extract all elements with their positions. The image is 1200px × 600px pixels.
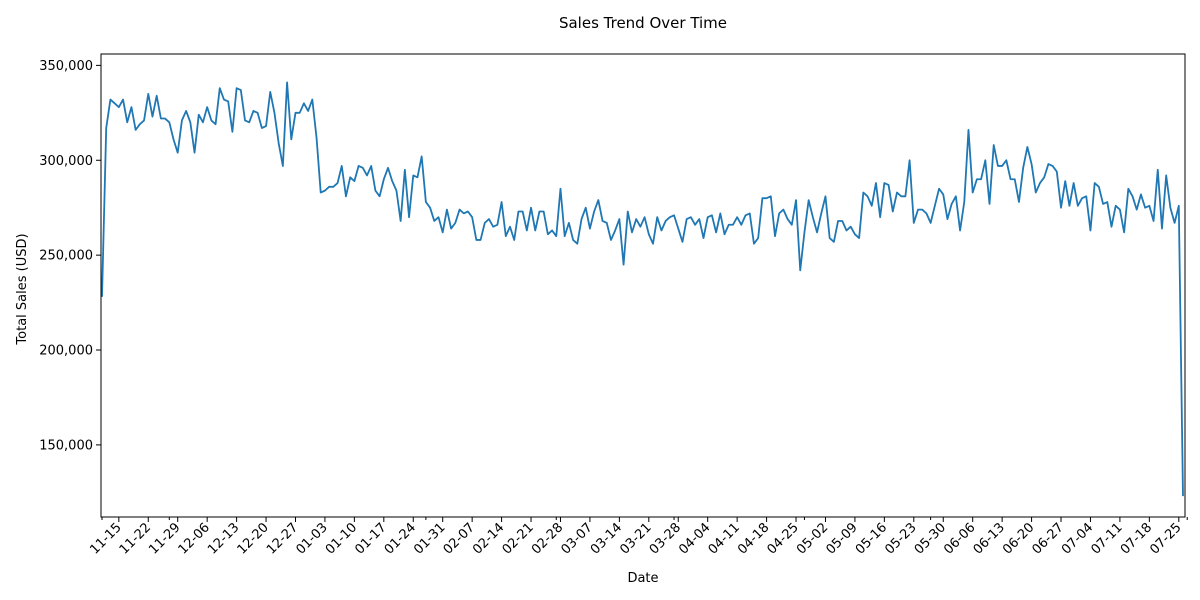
x-tick-label: 12-13: [205, 520, 242, 557]
x-tick-label: 05-30: [912, 520, 949, 557]
y-tick-label: 250,000: [39, 249, 93, 264]
x-tick-label: 01-03: [293, 520, 330, 557]
x-tick-label: 04-11: [706, 520, 743, 557]
x-tick-label: 04-18: [735, 520, 772, 557]
x-tick-label: 02-21: [500, 520, 537, 557]
x-tick-label: 11-22: [117, 520, 154, 557]
x-tick-label: 06-13: [971, 520, 1008, 557]
x-tick-label: 01-31: [411, 520, 448, 557]
x-tick-label: 03-21: [617, 520, 654, 557]
x-axis: 11-1511-2211-2912-0612-1312-2012-2701-03…: [87, 517, 1188, 558]
x-tick-label: 06-27: [1030, 520, 1067, 557]
x-tick-label: 04-04: [676, 520, 713, 557]
x-tick-label: 05-16: [853, 520, 890, 557]
x-tick-label: 02-28: [529, 520, 566, 557]
x-tick-label: 11-29: [146, 520, 183, 557]
x-tick-label: 12-06: [176, 520, 213, 557]
x-tick-label: 04-25: [765, 520, 802, 557]
x-tick-label: 01-17: [352, 520, 389, 557]
x-tick-label: 01-10: [323, 520, 360, 557]
x-tick-label: 01-24: [382, 520, 419, 557]
y-tick-label: 350,000: [39, 59, 93, 74]
x-tick-label: 02-14: [470, 520, 507, 557]
y-axis-title: Total Sales (USD): [15, 233, 30, 345]
chart-title: Sales Trend Over Time: [559, 14, 727, 32]
x-tick-label: 02-07: [441, 520, 478, 557]
x-tick-label: 05-02: [794, 520, 831, 557]
x-tick-label: 12-20: [235, 520, 272, 557]
y-tick-label: 200,000: [39, 344, 93, 359]
plot-frame: [100, 53, 1186, 518]
plot-area: [100, 53, 1186, 518]
x-tick-label: 03-14: [588, 520, 625, 557]
sales-series-line: [101, 81, 1184, 497]
x-tick-label: 07-04: [1059, 520, 1096, 557]
x-tick-label: 03-28: [647, 520, 684, 557]
x-tick-label: 06-06: [941, 520, 978, 557]
x-tick-label: 11-15: [87, 520, 124, 557]
x-tick-label: 05-23: [882, 520, 919, 557]
x-tick-label: 12-27: [264, 520, 301, 557]
y-tick-label: 300,000: [39, 154, 93, 169]
x-tick-label: 06-20: [1000, 520, 1037, 557]
x-axis-title: Date: [627, 571, 658, 586]
y-axis: 150,000 200,000 250,000 300,000 350,000: [39, 59, 101, 453]
y-tick-label: 150,000: [39, 438, 93, 453]
x-tick-label: 07-25: [1147, 520, 1184, 557]
x-tick-label: 07-18: [1118, 520, 1155, 557]
x-tick-label: 03-07: [558, 520, 595, 557]
x-tick-label: 07-11: [1088, 520, 1125, 557]
x-tick-label: 05-09: [823, 520, 860, 557]
